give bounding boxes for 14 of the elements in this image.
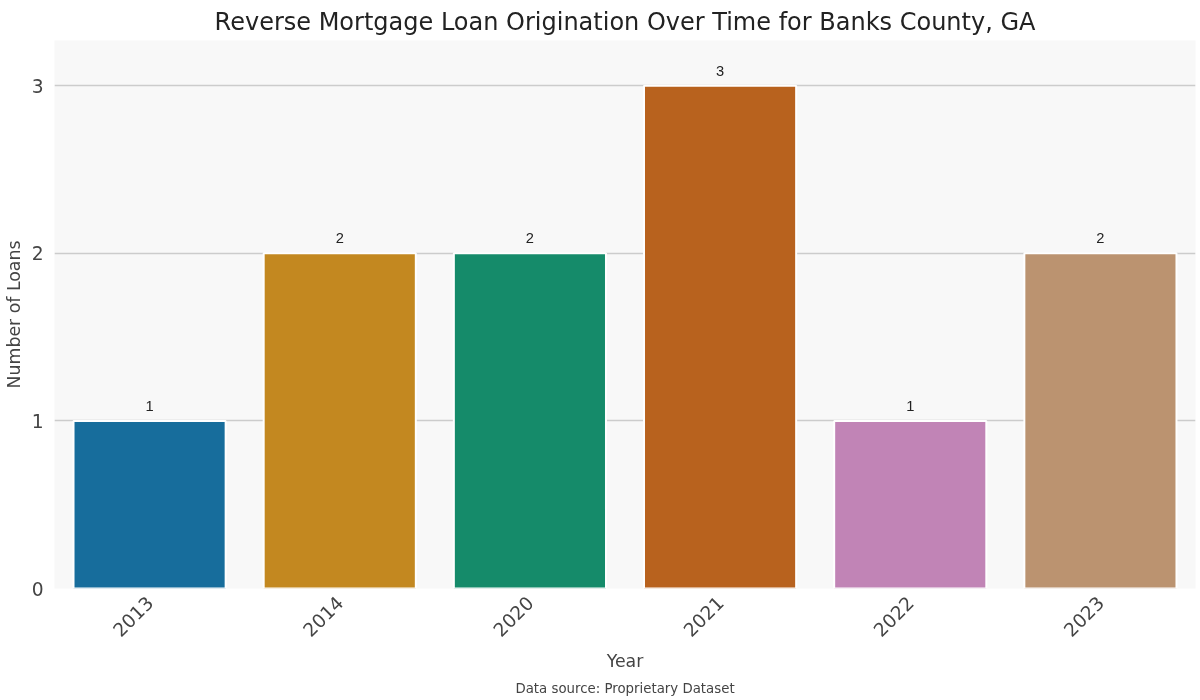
y-tick-label: 2	[31, 243, 44, 265]
data-label: 2	[1096, 230, 1105, 247]
data-label: 3	[716, 62, 725, 79]
y-tick-label: 3	[31, 75, 44, 97]
data-label: 1	[145, 397, 154, 414]
source-note: Data source: Proprietary Dataset	[515, 680, 735, 696]
data-label: 2	[525, 230, 534, 247]
data-label: 2	[335, 230, 344, 247]
y-axis-title: Number of Loans	[3, 240, 24, 389]
y-tick-label: 1	[31, 410, 44, 432]
data-label: 1	[906, 397, 915, 414]
y-tick-label: 0	[31, 578, 44, 600]
x-axis-title: Year	[605, 650, 645, 671]
chart-title: Reverse Mortgage Loan Origination Over Time for Banks County, GA	[214, 7, 1037, 36]
